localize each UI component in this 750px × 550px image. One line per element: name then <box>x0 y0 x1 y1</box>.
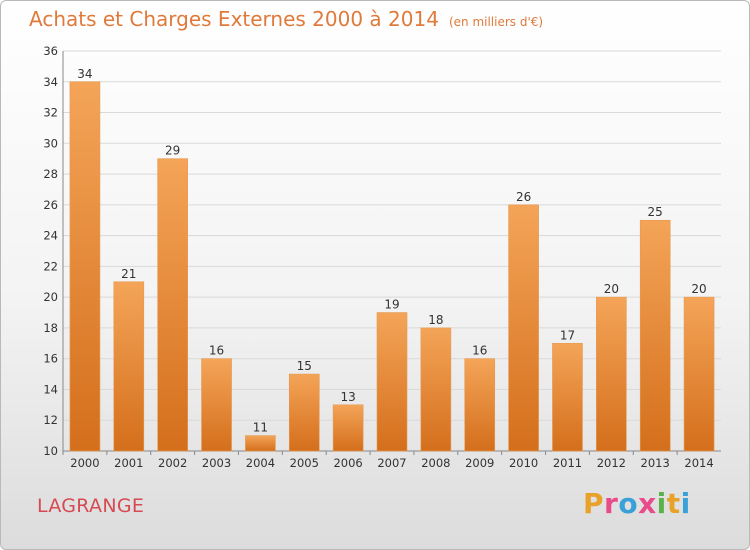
bar-value-label: 15 <box>297 359 312 373</box>
x-tick-label: 2013 <box>641 456 670 470</box>
x-tick-label: 2008 <box>421 456 450 470</box>
bar-value-label: 16 <box>472 344 487 358</box>
bar-value-label: 11 <box>253 421 268 435</box>
y-tick-label: 26 <box>43 198 58 212</box>
x-tick-label: 2012 <box>597 456 626 470</box>
logo-letter: i <box>680 487 691 520</box>
bar <box>420 327 452 452</box>
y-tick-label: 16 <box>43 352 58 366</box>
logo-letter: P <box>583 487 605 520</box>
x-tick-label: 2005 <box>290 456 319 470</box>
x-tick-label: 2004 <box>246 456 275 470</box>
bar-value-label: 20 <box>604 282 619 296</box>
x-tick-label: 2001 <box>114 456 143 470</box>
logo-letter: t <box>666 487 681 520</box>
y-tick-label: 20 <box>43 290 58 304</box>
bar-value-label: 20 <box>691 282 706 296</box>
proxiti-logo[interactable]: Proxiti <box>583 487 691 520</box>
x-tick-label: 2006 <box>333 456 362 470</box>
bar <box>201 358 232 452</box>
logo-letter: r <box>604 487 619 520</box>
y-tick-label: 22 <box>43 259 58 273</box>
bar <box>288 373 320 452</box>
chart-title: Achats et Charges Externes 2000 à 2014 (e… <box>29 7 543 31</box>
logo-letter: i <box>656 487 667 520</box>
bar-value-label: 26 <box>516 190 531 204</box>
bar <box>464 358 496 452</box>
bar <box>332 404 364 452</box>
bar <box>683 296 715 452</box>
y-tick-label: 10 <box>43 444 58 458</box>
bar-value-label: 18 <box>428 313 443 327</box>
bar <box>508 204 539 452</box>
y-tick-label: 28 <box>43 167 58 181</box>
bar-value-label: 34 <box>77 67 92 81</box>
y-tick-label: 14 <box>43 382 58 396</box>
x-tick-label: 2000 <box>70 456 99 470</box>
x-tick-label: 2010 <box>509 456 538 470</box>
chart-subtitle: (en milliers d'€) <box>448 15 544 29</box>
x-tick-label: 2009 <box>465 456 494 470</box>
x-tick-label: 2003 <box>202 456 231 470</box>
bar-value-label: 25 <box>648 205 663 219</box>
bar <box>552 343 583 452</box>
bar-value-label: 19 <box>384 298 399 312</box>
y-tick-label: 30 <box>43 136 58 150</box>
bar-value-label: 17 <box>560 328 575 342</box>
y-tick-label: 36 <box>43 44 58 58</box>
bar-value-label: 29 <box>165 144 180 158</box>
bar <box>113 281 145 452</box>
y-tick-label: 34 <box>43 75 58 89</box>
x-tick-label: 2014 <box>684 456 713 470</box>
bar <box>596 296 627 452</box>
bar-value-label: 16 <box>209 344 224 358</box>
y-tick-label: 18 <box>43 321 58 335</box>
commune-name: LAGRANGE <box>37 495 145 517</box>
y-tick-label: 24 <box>43 229 58 243</box>
bar-value-label: 21 <box>121 267 136 281</box>
bar <box>639 219 671 452</box>
bar-value-label: 13 <box>340 390 355 404</box>
chart-title-text: Achats et Charges Externes 2000 à 2014 <box>29 7 439 31</box>
x-tick-label: 2007 <box>377 456 406 470</box>
y-tick-label: 12 <box>43 413 58 427</box>
bar <box>245 435 276 452</box>
bar <box>376 312 408 452</box>
y-tick-label: 32 <box>43 106 58 120</box>
x-tick-label: 2011 <box>553 456 582 470</box>
logo-letter: o <box>618 487 639 520</box>
bar <box>157 158 188 452</box>
x-tick-label: 2002 <box>158 456 187 470</box>
bar <box>69 81 101 452</box>
logo-letter: x <box>638 487 657 520</box>
